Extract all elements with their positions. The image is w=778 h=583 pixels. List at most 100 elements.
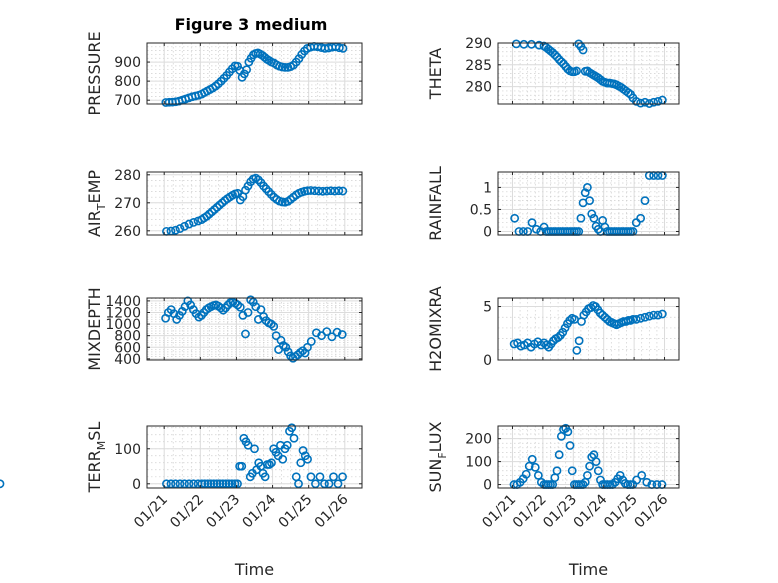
- axes-box: [497, 425, 680, 489]
- data-series: [509, 423, 667, 489]
- subplot-2: 280 285 290 THETA: [426, 36, 680, 108]
- data-point: [565, 316, 575, 325]
- y-axis-label: MIXDEPTH: [85, 287, 104, 370]
- data-point: [230, 479, 240, 489]
- data-point: [631, 218, 641, 228]
- data-point: [636, 98, 646, 108]
- y-axis-label: SUNFLUX: [426, 421, 449, 492]
- data-point: [531, 224, 541, 234]
- data-point: [583, 183, 592, 192]
- y-tick-label: 280: [114, 168, 141, 184]
- data-point: [171, 225, 180, 235]
- y-tick-label: 1400: [105, 294, 141, 310]
- data-point: [264, 460, 274, 469]
- data-point: [574, 336, 584, 346]
- data-point: [338, 472, 347, 482]
- data-point: [550, 50, 560, 60]
- data-point: [298, 446, 308, 455]
- data-point: [338, 186, 348, 196]
- data-point: [250, 444, 259, 454]
- data-point: [553, 333, 563, 342]
- data-point: [524, 461, 534, 471]
- data-point: [649, 310, 659, 320]
- data-point: [600, 312, 610, 322]
- data-point: [294, 479, 303, 489]
- data-point: [556, 57, 566, 67]
- data-point: [330, 186, 340, 196]
- x-tick-label: 01/25: [276, 492, 316, 532]
- data-point: [218, 479, 228, 489]
- y-tick-label: 1: [483, 180, 492, 196]
- y-axis-label: TERRMSL: [85, 422, 108, 494]
- data-point: [580, 188, 590, 198]
- data-point: [595, 308, 605, 318]
- y-tick-label: 600: [114, 340, 141, 356]
- data-point: [242, 65, 251, 75]
- data-point: [243, 308, 253, 317]
- data-point: [306, 337, 316, 346]
- data-point: [221, 479, 231, 489]
- data-point: [615, 470, 625, 480]
- data-point: [657, 309, 667, 319]
- data-point: [644, 311, 654, 321]
- data-point: [554, 55, 564, 64]
- data-series: [0, 423, 347, 489]
- axes-box: [497, 297, 680, 361]
- data-point: [653, 96, 663, 106]
- data-point: [209, 479, 219, 489]
- data-point: [239, 69, 249, 79]
- data-point: [322, 327, 332, 337]
- data-series: [161, 295, 347, 363]
- y-tick-label: 900: [114, 55, 141, 71]
- data-point: [235, 302, 245, 312]
- data-point: [636, 313, 646, 323]
- data-point: [649, 97, 659, 107]
- x-tick-label: 01/26: [312, 491, 352, 531]
- data-point: [598, 310, 607, 320]
- y-tick-label: 0.5: [470, 202, 492, 218]
- data-point: [200, 479, 210, 489]
- y-tick-label: 400: [114, 352, 141, 368]
- data-point: [212, 479, 222, 489]
- data-point: [175, 479, 185, 489]
- y-tick-label: 700: [114, 93, 141, 109]
- data-point: [572, 345, 582, 355]
- data-point: [171, 479, 180, 489]
- data-series: [162, 173, 348, 236]
- data-point: [237, 461, 247, 471]
- data-point: [281, 342, 291, 352]
- x-tick-label: 01/23: [203, 492, 243, 532]
- data-point: [576, 213, 586, 223]
- data-point: [541, 340, 551, 350]
- data-point: [189, 217, 198, 227]
- x-tick-label: 01/23: [540, 492, 580, 532]
- data-point: [338, 43, 348, 53]
- data-point: [591, 457, 601, 466]
- data-series: [511, 39, 667, 108]
- data-point: [324, 479, 334, 489]
- y-tick-label: 0: [483, 353, 492, 369]
- subplot-4: 0 0.5 1 RAINFALL: [426, 166, 680, 241]
- data-point: [637, 470, 647, 480]
- x-tick-label: 01/22: [510, 492, 550, 532]
- subplot-6: 0 5 H2OMIXRA: [426, 286, 680, 372]
- data-point: [266, 319, 276, 329]
- data-point: [332, 327, 342, 337]
- subplot-7: 0 100 TERRMSL 01/2101/2201/2301/2401/2501/2…: [0, 422, 363, 579]
- data-point: [303, 454, 312, 464]
- data-point: [246, 295, 256, 305]
- data-point: [180, 479, 189, 489]
- x-tick-label: 01/26: [631, 491, 671, 531]
- data-point: [334, 43, 344, 53]
- data-point: [587, 452, 597, 462]
- axes-box: [497, 42, 680, 105]
- data-series: [510, 171, 667, 236]
- data-point: [527, 218, 537, 228]
- y-tick-label: 100: [465, 455, 492, 471]
- data-point: [333, 479, 343, 489]
- data-point: [175, 224, 185, 233]
- data-point: [166, 479, 176, 489]
- data-point: [329, 472, 338, 482]
- subplot-grid: 700 800 900 PRESSURE 280 285 290 THETA 260 270 280…: [0, 31, 680, 579]
- data-point: [180, 221, 189, 231]
